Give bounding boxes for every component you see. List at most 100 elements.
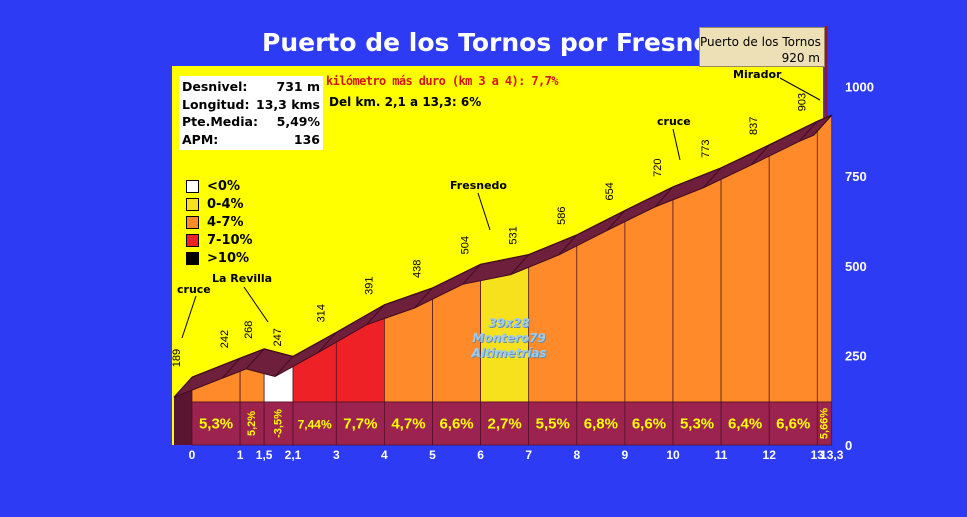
leader-fresnedo	[477, 192, 491, 231]
profile-edge	[317, 332, 337, 353]
x-tick-label: 12	[763, 448, 777, 462]
place-label-la-revilla: La Revilla	[212, 272, 273, 285]
legend-label: <0%	[207, 178, 240, 194]
stat-label: Desnivel:	[182, 79, 248, 94]
summit-label: Puerto de los Tornos 920 m	[699, 27, 825, 67]
legend-label: 7-10%	[207, 232, 253, 248]
grade-label: 5,66%	[818, 408, 830, 439]
grade-band-cell	[672, 401, 722, 446]
profile-edge	[702, 167, 722, 189]
grade-label: 6,8%	[584, 416, 618, 433]
stat-value: 13,3 kms	[256, 96, 320, 112]
legend-item: 0-4%	[186, 195, 253, 213]
profile-edge	[366, 304, 385, 326]
grade-band-cell	[768, 401, 818, 446]
grade-label: 5,3%	[680, 416, 714, 433]
chart-title: Puerto de los Tornos por Fresnedo	[262, 28, 746, 57]
grade-band-cell	[239, 401, 265, 446]
legend-swatch	[186, 233, 199, 247]
grade-band-cell	[720, 401, 770, 446]
legend-swatch	[186, 251, 199, 265]
elevation-label: 314	[315, 304, 327, 322]
stat-row: Pte.Media: 5,49%	[182, 113, 320, 131]
stat-row: Desnivel: 731 m	[182, 78, 320, 96]
leader-cruce-start	[181, 295, 197, 339]
grade-label: 6,4%	[728, 416, 762, 433]
segment-note: Del km. 2,1 a 13,3: 6%	[329, 95, 482, 109]
profile-edge	[750, 144, 770, 166]
stat-label: Pte.Media:	[182, 114, 258, 129]
stat-value: 5,49%	[276, 114, 320, 129]
x-tick-label: 9	[622, 448, 629, 462]
grade-label: 2,7%	[488, 416, 522, 433]
elevation-label: 438	[412, 260, 424, 278]
grade-band-cell	[432, 401, 481, 446]
grade-band-cell	[384, 401, 433, 446]
stat-label: Longitud:	[182, 96, 250, 112]
elevation-label: 837	[748, 117, 760, 135]
leader-cruce-km10	[672, 128, 681, 161]
legend-label: >10%	[207, 250, 250, 266]
y-tick-label: 1000	[845, 80, 874, 95]
legend-label: 0-4%	[207, 196, 244, 212]
x-tick-label: 0	[189, 448, 196, 462]
profile-edge	[462, 263, 481, 285]
elevation-label: 504	[460, 236, 472, 254]
x-tick-label: 8	[573, 448, 580, 462]
grade-band-cell	[576, 401, 626, 446]
profile-edge	[813, 114, 833, 136]
x-tick-label: 1	[237, 448, 244, 462]
segment-fill	[816, 114, 833, 403]
stat-value: 136	[293, 131, 320, 147]
legend-swatch	[186, 197, 199, 211]
grade-band-cell	[292, 401, 337, 446]
grade-band-cell	[191, 401, 241, 446]
watermark: 39x28 Montero79 Altimetrías	[455, 316, 563, 361]
profile-edge	[414, 287, 433, 309]
legend-item: 7-10%	[186, 231, 253, 249]
grade-label: 6,6%	[632, 416, 666, 433]
stat-row: Longitud: 13,3 kms	[182, 96, 320, 114]
stat-label: APM:	[182, 131, 219, 147]
profile-edge	[173, 376, 193, 398]
grade-label: 6,6%	[776, 416, 810, 433]
place-label-mirador: Mirador	[733, 68, 782, 81]
elevation-label: 268	[243, 321, 255, 339]
elevation-label: 391	[363, 276, 375, 294]
profile-edge	[274, 356, 294, 377]
grade-label: 5,3%	[199, 416, 233, 433]
profile-line	[191, 114, 832, 378]
grade-label: -3,5%	[272, 409, 284, 438]
profile-edge	[510, 254, 530, 275]
elevation-label: 903	[796, 93, 808, 111]
x-tick-label: 5	[429, 448, 436, 462]
x-tick-label: 1,5	[256, 448, 273, 462]
elevation-label: 586	[556, 207, 568, 225]
segment-fill	[624, 186, 674, 403]
profile-edge	[654, 186, 674, 208]
profile-edge	[221, 357, 241, 379]
profile-edge	[245, 348, 265, 370]
place-label-fresnedo: Fresnedo	[450, 179, 507, 192]
y-tick-label: 0	[845, 438, 852, 453]
profile-edge	[798, 120, 818, 142]
summit-altitude: 920 m	[781, 51, 820, 65]
x-tick-label: 10	[666, 448, 680, 462]
elevation-label: 189	[171, 349, 183, 367]
elevation-label: 720	[652, 159, 664, 177]
stat-value: 731 m	[276, 79, 320, 94]
summit-name: Puerto de los Tornos	[700, 35, 821, 49]
grade-label: 5,2%	[246, 411, 258, 436]
elevation-label: 242	[219, 330, 231, 348]
watermark-line: 39x28	[488, 316, 530, 330]
hardest-km-note: kilómetro más duro (km 3 a 4): 7,7%	[326, 74, 558, 88]
x-tick-label: 6	[477, 448, 484, 462]
grade-band-cell	[480, 401, 530, 446]
profile-edge	[558, 234, 578, 256]
x-tick-label: 11	[715, 448, 728, 462]
elevation-label: 654	[604, 182, 616, 200]
place-label-cruce-start: cruce	[177, 283, 211, 296]
grade-label: 4,7%	[391, 416, 425, 433]
grade-legend: <0% 0-4% 4-7% 7-10% >10%	[186, 177, 253, 267]
